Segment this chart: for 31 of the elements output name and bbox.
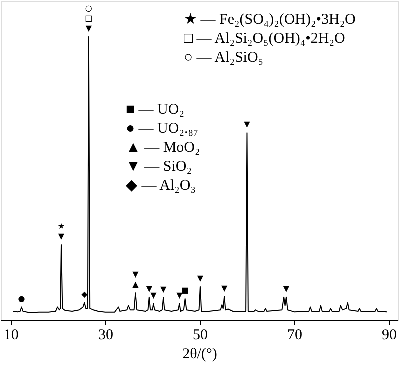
x-axis-title: 2θ/(°) xyxy=(182,346,218,362)
x-tick-label: 70 xyxy=(287,328,302,344)
text: ★ — Fe₂(SO₄)₂(OH)₂•3H₂O xyxy=(184,12,356,28)
annotation: ★ xyxy=(58,222,66,231)
annotation: ○ — Al₂SiO₅ xyxy=(184,50,264,66)
annotation: ▼ xyxy=(86,24,93,33)
annotation: ▼ xyxy=(197,274,204,283)
annotation: ○ xyxy=(85,4,92,13)
annotation: ◆ xyxy=(82,290,89,300)
annotation: □ — Al₂Si₂O₅(OH)₄•2H₂O xyxy=(184,31,346,47)
annotation: ▼ xyxy=(132,270,140,280)
annotation: ■ — UO₂ xyxy=(126,102,184,118)
annotation: ▼ — SiO₂ xyxy=(126,159,192,175)
annotation: ▼ xyxy=(150,290,158,300)
annotation: ▲ xyxy=(132,280,140,290)
annotation: ▼ xyxy=(146,284,154,294)
annotation: □ xyxy=(85,14,93,23)
annotation: ▼ xyxy=(160,284,168,294)
annotation: ▼ xyxy=(283,284,290,294)
x-tick-label: 90 xyxy=(382,328,398,344)
annotation: ▲ — MoO₂ xyxy=(126,140,200,156)
annotation: ▼ xyxy=(221,284,228,293)
annotation: ● xyxy=(18,294,26,304)
annotation: ● — UO₂.₈₇ xyxy=(126,121,199,137)
annotation: ▼ xyxy=(58,232,66,241)
x-tick-label: 30 xyxy=(98,328,114,344)
x-tick-label: 10 xyxy=(4,328,19,344)
annotation: ▼ xyxy=(244,120,252,130)
annotation: ◆ — Al₂O₃ xyxy=(126,178,196,194)
annotation: ■ xyxy=(182,286,190,296)
x-tick-label: 50 xyxy=(192,328,208,344)
